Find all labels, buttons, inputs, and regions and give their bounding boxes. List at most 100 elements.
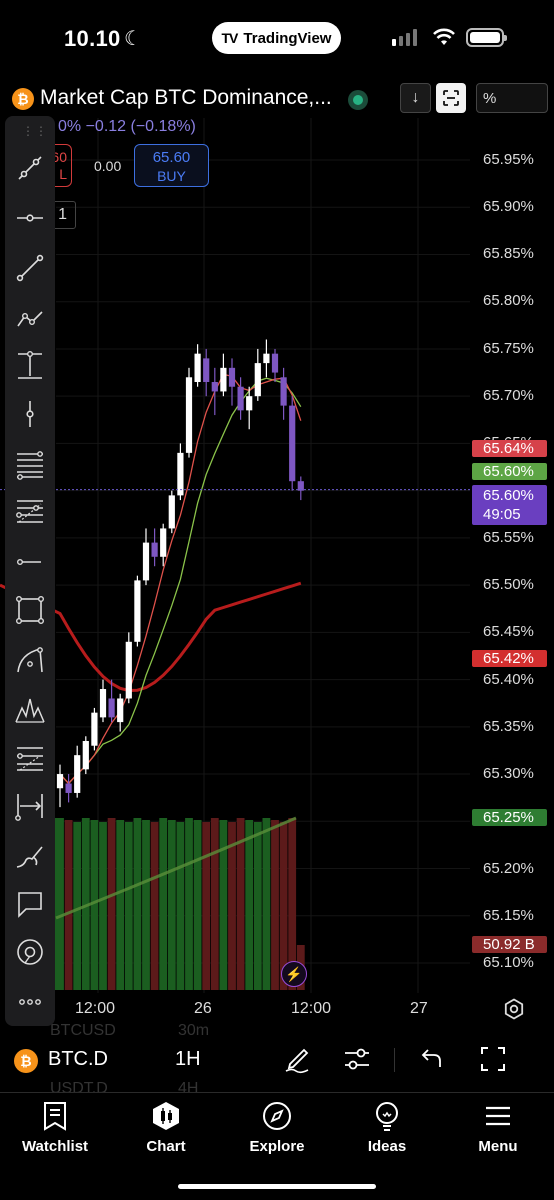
home-indicator[interactable] (178, 1184, 376, 1189)
price-tick: 65.20% (483, 860, 534, 877)
ghost-symbol: USDT.D (50, 1080, 108, 1097)
last-price: 65.60% (483, 487, 534, 504)
nav-chart[interactable]: Chart (111, 1100, 221, 1155)
volume-bar (64, 820, 73, 990)
nav-chart-label: Chart (146, 1138, 186, 1155)
volume-bar (159, 818, 168, 990)
ghost-interval: 30m (178, 1022, 210, 1039)
compass-icon (263, 1102, 291, 1130)
candle-body (56, 774, 64, 789)
volume-bar (150, 822, 159, 990)
buy-label: BUY (157, 168, 186, 184)
ma-long-line (0, 581, 302, 693)
candle-body (177, 452, 184, 496)
sell-label: L (59, 166, 67, 182)
volume-bar (73, 822, 82, 990)
price-range-icon[interactable] (14, 350, 46, 382)
volume-bar (228, 822, 236, 990)
buy-button[interactable]: 65.60 BUY (134, 144, 209, 187)
price-tick: 65.10% (483, 954, 534, 971)
pattern-icon[interactable] (14, 302, 46, 334)
nav-watchlist[interactable]: Watchlist (0, 1100, 110, 1155)
symbol-selector[interactable]: BTC.D (48, 1048, 108, 1070)
price-chart[interactable] (0, 118, 554, 993)
drawing-pen-icon[interactable] (282, 1044, 312, 1074)
tradingview-logo-icon: TV (221, 30, 239, 46)
price-tick: 65.95% (483, 151, 534, 168)
candle-body (271, 353, 279, 373)
candle-body (185, 377, 193, 453)
fib-retracement-icon[interactable] (14, 448, 46, 480)
head-and-shoulders-icon[interactable] (14, 694, 46, 726)
candle-body (203, 358, 210, 383)
volume-bar (116, 820, 125, 990)
magnet-icon[interactable] (14, 936, 46, 968)
gann-fan-icon[interactable] (14, 496, 46, 528)
volume-bar (81, 818, 90, 990)
nav-ideas[interactable]: Ideas (332, 1100, 442, 1155)
volume-bar (167, 820, 176, 990)
candle-body (65, 783, 72, 793)
volume-bar (133, 818, 142, 990)
chart-icon (153, 1102, 179, 1130)
time-tick: 12:00 (75, 1000, 116, 1017)
undo-icon[interactable] (416, 1044, 446, 1074)
menu-icon (486, 1106, 510, 1126)
status-bar: 10.10 ☾ TV TradingView (0, 0, 554, 78)
volume-bar (253, 822, 262, 990)
callout-icon[interactable] (14, 888, 46, 920)
ghost-interval: 4H (178, 1080, 199, 1097)
volume-bar (193, 820, 202, 990)
indicators-icon[interactable] (342, 1044, 372, 1074)
drag-handle-icon[interactable]: ⋮⋮ (22, 124, 48, 138)
symbol-title[interactable]: Market Cap BTC Dominance,... (40, 86, 332, 109)
candle-body (194, 353, 201, 383)
lightning-icon[interactable]: ⚡ (281, 961, 307, 987)
volume-badge: 50.92 B (472, 936, 547, 953)
candle-body (168, 495, 175, 529)
date-range-icon[interactable] (14, 790, 46, 822)
tradingview-pill[interactable]: TV TradingView (212, 22, 341, 54)
more-tools-icon[interactable] (14, 986, 46, 1018)
line-segment-icon[interactable] (14, 252, 46, 284)
ma-dark-red-badge: 65.42% (472, 650, 547, 667)
candle-body (220, 367, 227, 392)
price-tick: 65.30% (483, 765, 534, 782)
ma-red-badge: 65.64% (472, 440, 547, 457)
volume-bar (202, 822, 211, 990)
clock: 10.10 (64, 26, 121, 51)
price-tick: 65.40% (483, 671, 534, 688)
candle-body (211, 382, 218, 392)
nav-explore[interactable]: Explore (222, 1100, 332, 1155)
vertical-line-icon[interactable] (14, 398, 46, 430)
horizontal-ray-icon[interactable] (14, 202, 46, 234)
settings-gear-icon[interactable] (503, 998, 525, 1020)
fullscreen-icon[interactable] (478, 1044, 508, 1074)
volume-ma-badge: 65.25% (472, 809, 547, 826)
price-tick: 65.90% (483, 198, 534, 215)
volume-bar (56, 818, 64, 990)
price-tick: 65.85% (483, 245, 534, 262)
market-status-icon[interactable] (348, 90, 368, 110)
volume-bar (124, 822, 133, 990)
horizontal-segment-icon[interactable] (14, 546, 46, 578)
volume-bar (99, 822, 107, 990)
brush-icon[interactable] (14, 840, 46, 872)
candle-body (117, 698, 124, 723)
tradingview-pill-label: TradingView (243, 29, 332, 47)
percent-scale-button[interactable]: % (476, 83, 548, 113)
candle-body (297, 481, 304, 491)
arrow-down-icon[interactable]: ↓ (400, 83, 431, 113)
rectangle-icon[interactable] (14, 594, 46, 626)
arc-icon[interactable] (14, 644, 46, 676)
sell-price: 60 (51, 149, 67, 165)
nav-menu[interactable]: Menu (443, 1100, 553, 1155)
interval-selector[interactable]: 1H (175, 1048, 201, 1070)
elliott-wave-icon[interactable] (14, 742, 46, 774)
spread-value: 0.00 (94, 158, 122, 174)
price-tick: 65.70% (483, 387, 534, 404)
nav-ideas-label: Ideas (367, 1138, 407, 1155)
volume-bar (142, 820, 150, 990)
trend-line-icon[interactable] (14, 152, 46, 184)
auto-scale-button[interactable] (436, 83, 466, 113)
